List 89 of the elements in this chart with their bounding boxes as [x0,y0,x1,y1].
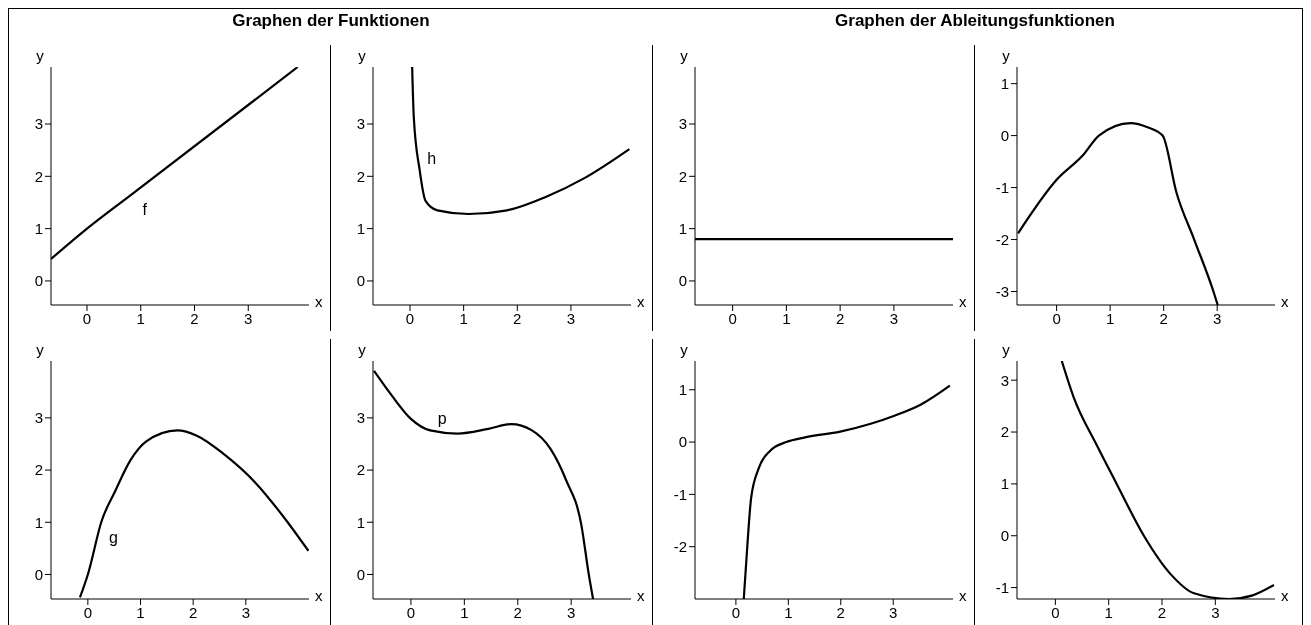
y-axis-title: y [1002,341,1011,358]
y-tick-label: 0 [34,565,43,583]
y-tick-label: -3 [995,282,1009,300]
x-tick-label: 0 [1051,603,1060,621]
y-tick-label: 1 [678,219,687,237]
y-tick-label: 3 [678,115,687,133]
x-tick-label: 0 [83,603,93,621]
y-tick-label: 2 [356,461,365,479]
y-tick-label: -2 [673,538,687,556]
y-tick-label: 0 [356,272,365,290]
y-tick-label: 0 [34,272,43,290]
x-tick-label: 1 [784,603,793,621]
x-tick-label: 0 [405,309,415,327]
x-tick-label: 1 [459,309,468,327]
x-tick-label: 2 [836,603,845,621]
chart-title: Graphen der Ableitungsfunktionen [834,11,1116,31]
y-tick-label: 3 [356,409,365,427]
y-axis-title: y [680,341,689,358]
y-tick-label: 0 [356,565,365,583]
y-axis-title: y [36,341,45,358]
x-tick-label: 1 [136,603,145,621]
annotation: g [109,528,118,546]
y-tick-label: 2 [356,167,365,185]
x-tick-label: 3 [1211,603,1220,621]
y-tick-label: 2 [1000,423,1009,441]
x-tick-label: 3 [244,309,253,327]
y-tick-label: 1 [1000,74,1009,92]
chart-title: Graphen der Funktionen [231,11,431,31]
y-tick-label: 2 [34,461,43,479]
x-tick-label: 2 [835,309,845,327]
x-axis-title: x [1281,293,1289,311]
y-axis-title: y [680,47,689,64]
x-tick-label: 1 [1105,309,1115,327]
x-tick-label: 3 [567,603,576,621]
x-tick-label: 3 [889,603,898,621]
y-tick-label: -2 [995,230,1009,248]
y-tick-label: -1 [673,485,687,503]
x-tick-label: 2 [513,603,522,621]
y-tick-label: 1 [34,513,43,531]
x-tick-label: 1 [136,309,145,327]
annotation: h [427,149,437,167]
x-tick-label: 3 [566,309,576,327]
y-tick-label: 2 [34,167,43,185]
x-tick-label: 2 [1157,603,1167,621]
y-axis-title: y [36,47,45,64]
y-tick-label: -1 [995,178,1009,196]
x-axis-title: x [315,587,323,605]
x-tick-label: 1 [1104,603,1113,621]
x-axis-title: x [1281,587,1289,605]
x-tick-label: 3 [241,603,250,621]
x-tick-label: 3 [889,309,899,327]
y-tick-label: -1 [995,578,1009,596]
y-tick-label: 1 [356,513,365,531]
x-tick-label: 0 [731,603,741,621]
y-tick-label: 3 [1000,371,1009,389]
x-tick-label: 3 [1213,309,1222,327]
x-tick-label: 2 [188,603,198,621]
x-axis-title: x [959,293,967,311]
y-tick-label: 2 [678,167,687,185]
y-tick-label: 3 [34,409,43,427]
y-tick-label: 3 [356,115,365,133]
x-tick-label: 2 [1159,309,1168,327]
y-axis-title: y [1002,47,1011,64]
y-tick-label: 0 [1000,126,1009,144]
y-tick-label: 1 [1000,475,1009,493]
y-axis-title: y [358,341,367,358]
y-tick-label: 1 [356,219,365,237]
y-tick-label: 0 [1000,527,1009,545]
x-tick-label: 0 [728,309,737,327]
x-tick-label: 2 [190,309,199,327]
y-tick-label: 0 [678,433,687,451]
x-axis-title: x [637,293,645,311]
x-tick-label: 0 [82,309,92,327]
x-tick-label: 0 [1052,309,1061,327]
x-axis-title: x [637,587,645,605]
x-tick-label: 1 [460,603,469,621]
annotation: p [437,410,447,428]
y-tick-label: 3 [34,115,43,133]
y-tick-label: 1 [34,219,43,237]
x-axis-title: x [959,587,967,605]
x-tick-label: 0 [406,603,416,621]
x-tick-label: 1 [782,309,791,327]
y-axis-title: y [358,47,367,64]
annotation: f [142,201,148,219]
x-tick-label: 2 [513,309,522,327]
x-axis-title: x [315,293,323,311]
y-tick-label: 1 [678,381,687,399]
y-tick-label: 0 [678,272,687,290]
line-series [411,67,631,216]
